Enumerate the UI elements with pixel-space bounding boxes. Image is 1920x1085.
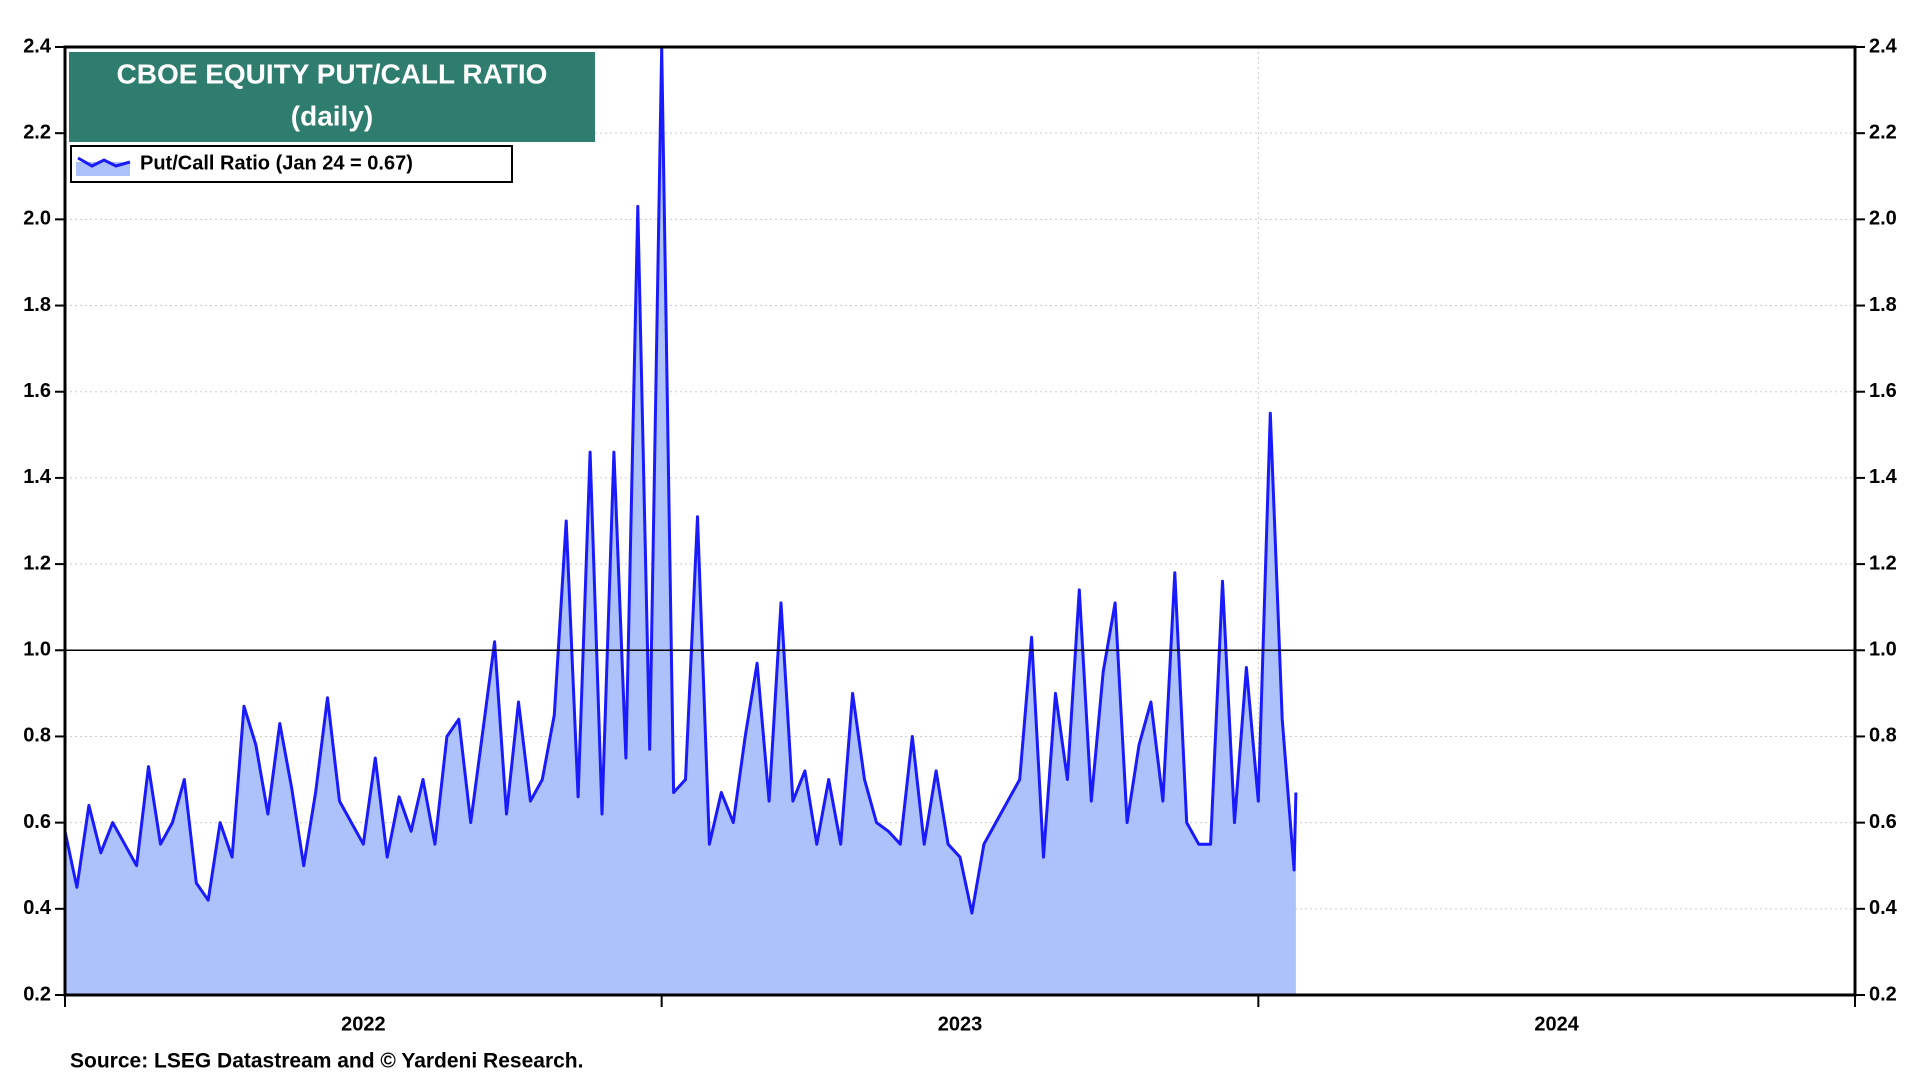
chart-title: CBOE EQUITY PUT/CALL RATIO xyxy=(117,58,548,89)
y2-tick-label: 0.8 xyxy=(1869,725,1897,747)
y2-tick-label: 0.6 xyxy=(1869,811,1897,833)
y-tick-label: 1.6 xyxy=(23,380,51,402)
chart-subtitle: (daily) xyxy=(291,100,373,131)
y-tick-label: 0.2 xyxy=(23,983,51,1005)
y2-tick-label: 1.8 xyxy=(1869,294,1897,316)
title-box xyxy=(69,52,595,142)
y2-tick-label: 1.6 xyxy=(1869,380,1897,402)
plot-frame xyxy=(63,45,1857,997)
source-note: Source: LSEG Datastream and © Yardeni Re… xyxy=(70,1050,583,1073)
y-tick-label: 1.0 xyxy=(23,639,51,661)
y-tick-label: 1.8 xyxy=(23,294,51,316)
y2-tick-label: 1.4 xyxy=(1869,466,1898,488)
y-tick-label: 2.4 xyxy=(23,35,52,57)
y-tick-label: 2.2 xyxy=(23,121,51,143)
x-tick-label: 2022 xyxy=(341,1013,386,1035)
y-tick-label: 0.6 xyxy=(23,811,51,833)
y2-tick-label: 2.2 xyxy=(1869,121,1897,143)
line xyxy=(63,45,1298,915)
y-tick-label: 0.4 xyxy=(23,897,52,919)
y-tick-label: 1.2 xyxy=(23,552,51,574)
y2-tick-label: 1.2 xyxy=(1869,552,1897,574)
plot: 0.2 0.2 0.4 0.4 0.6 0.6 0.8 0.8 1.0 1.0 1.2 1.2 1.4 1… xyxy=(23,35,1897,1035)
legend-line xyxy=(77,156,131,168)
x-tick-label: 2024 xyxy=(1534,1013,1579,1035)
area xyxy=(65,47,1296,995)
y-tick-label: 1.4 xyxy=(23,466,52,488)
x-tick-label: 2023 xyxy=(938,1013,983,1035)
y2-tick-label: 2.4 xyxy=(1869,35,1898,57)
y2-tick-label: 0.2 xyxy=(1869,983,1897,1005)
y-tick-label: 0.8 xyxy=(23,725,51,747)
y2-tick-label: 0.4 xyxy=(1869,897,1898,919)
y2-tick-label: 2.0 xyxy=(1869,208,1897,230)
legend-box xyxy=(70,145,513,183)
y-tick-label: 2.0 xyxy=(23,208,51,230)
legend-label: Put/Call Ratio (Jan 24 = 0.67) xyxy=(140,152,413,174)
y2-tick-label: 1.0 xyxy=(1869,639,1897,661)
